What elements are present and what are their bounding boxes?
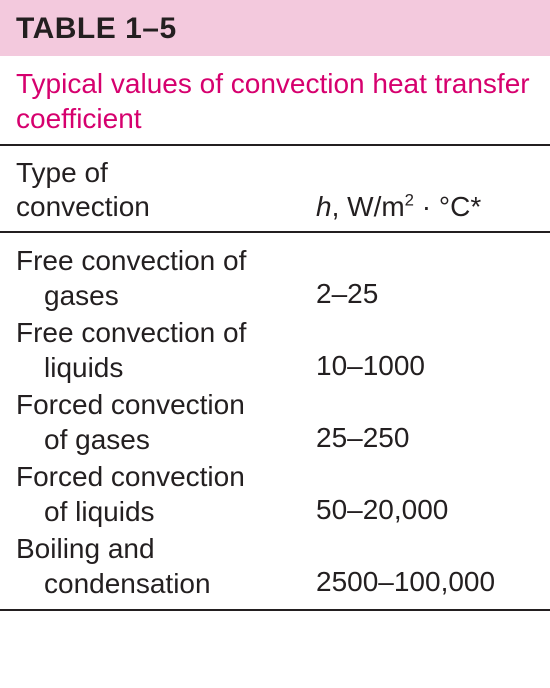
column-header-type-line2: convection <box>16 191 150 222</box>
row-type-line1: Boiling and <box>16 531 316 566</box>
table-row: Boiling and condensation 2500–100,000 <box>16 531 534 601</box>
row-type-line1: Forced convection <box>16 387 316 422</box>
row-value: 50–20,000 <box>316 492 534 529</box>
table-number: TABLE 1–5 <box>16 12 177 45</box>
row-type-line1: Free convection of <box>16 243 316 278</box>
row-type: Forced convection of gases <box>16 387 316 457</box>
table-row: Forced convection of liquids 50–20,000 <box>16 459 534 529</box>
column-header-value: h, W/m2 · °C* <box>316 191 534 223</box>
row-value: 25–250 <box>316 420 534 457</box>
row-type: Forced convection of liquids <box>16 459 316 529</box>
column-header-unit-exp: 2 <box>405 191 414 210</box>
row-type-line2: of gases <box>16 422 316 457</box>
row-type-line2: condensation <box>16 566 316 601</box>
row-type: Free convection of gases <box>16 243 316 313</box>
table-caption: Typical values of convection heat transf… <box>0 56 550 146</box>
table-header-row: Type of convection h, W/m2 · °C* <box>0 146 550 233</box>
row-value: 2500–100,000 <box>316 564 534 601</box>
column-header-unit-suffix: · °C* <box>414 191 481 222</box>
row-type-line2: of liquids <box>16 494 316 529</box>
column-header-type: Type of convection <box>16 156 316 223</box>
table-row: Free convection of liquids 10–1000 <box>16 315 534 385</box>
table-row: Forced convection of gases 25–250 <box>16 387 534 457</box>
row-type-line2: liquids <box>16 350 316 385</box>
row-value: 10–1000 <box>316 348 534 385</box>
table-1-5: TABLE 1–5 Typical values of convection h… <box>0 0 550 611</box>
column-header-type-line1: Type of <box>16 157 108 188</box>
table-body: Free convection of gases 2–25 Free conve… <box>0 233 550 611</box>
row-type: Free convection of liquids <box>16 315 316 385</box>
row-value: 2–25 <box>316 276 534 313</box>
row-type-line1: Free convection of <box>16 315 316 350</box>
column-header-unit-prefix: , W/m <box>332 191 405 222</box>
table-row: Free convection of gases 2–25 <box>16 243 534 313</box>
row-type-line1: Forced convection <box>16 459 316 494</box>
column-header-h-symbol: h <box>316 191 332 222</box>
row-type: Boiling and condensation <box>16 531 316 601</box>
row-type-line2: gases <box>16 278 316 313</box>
table-title-bar: TABLE 1–5 <box>0 0 550 56</box>
